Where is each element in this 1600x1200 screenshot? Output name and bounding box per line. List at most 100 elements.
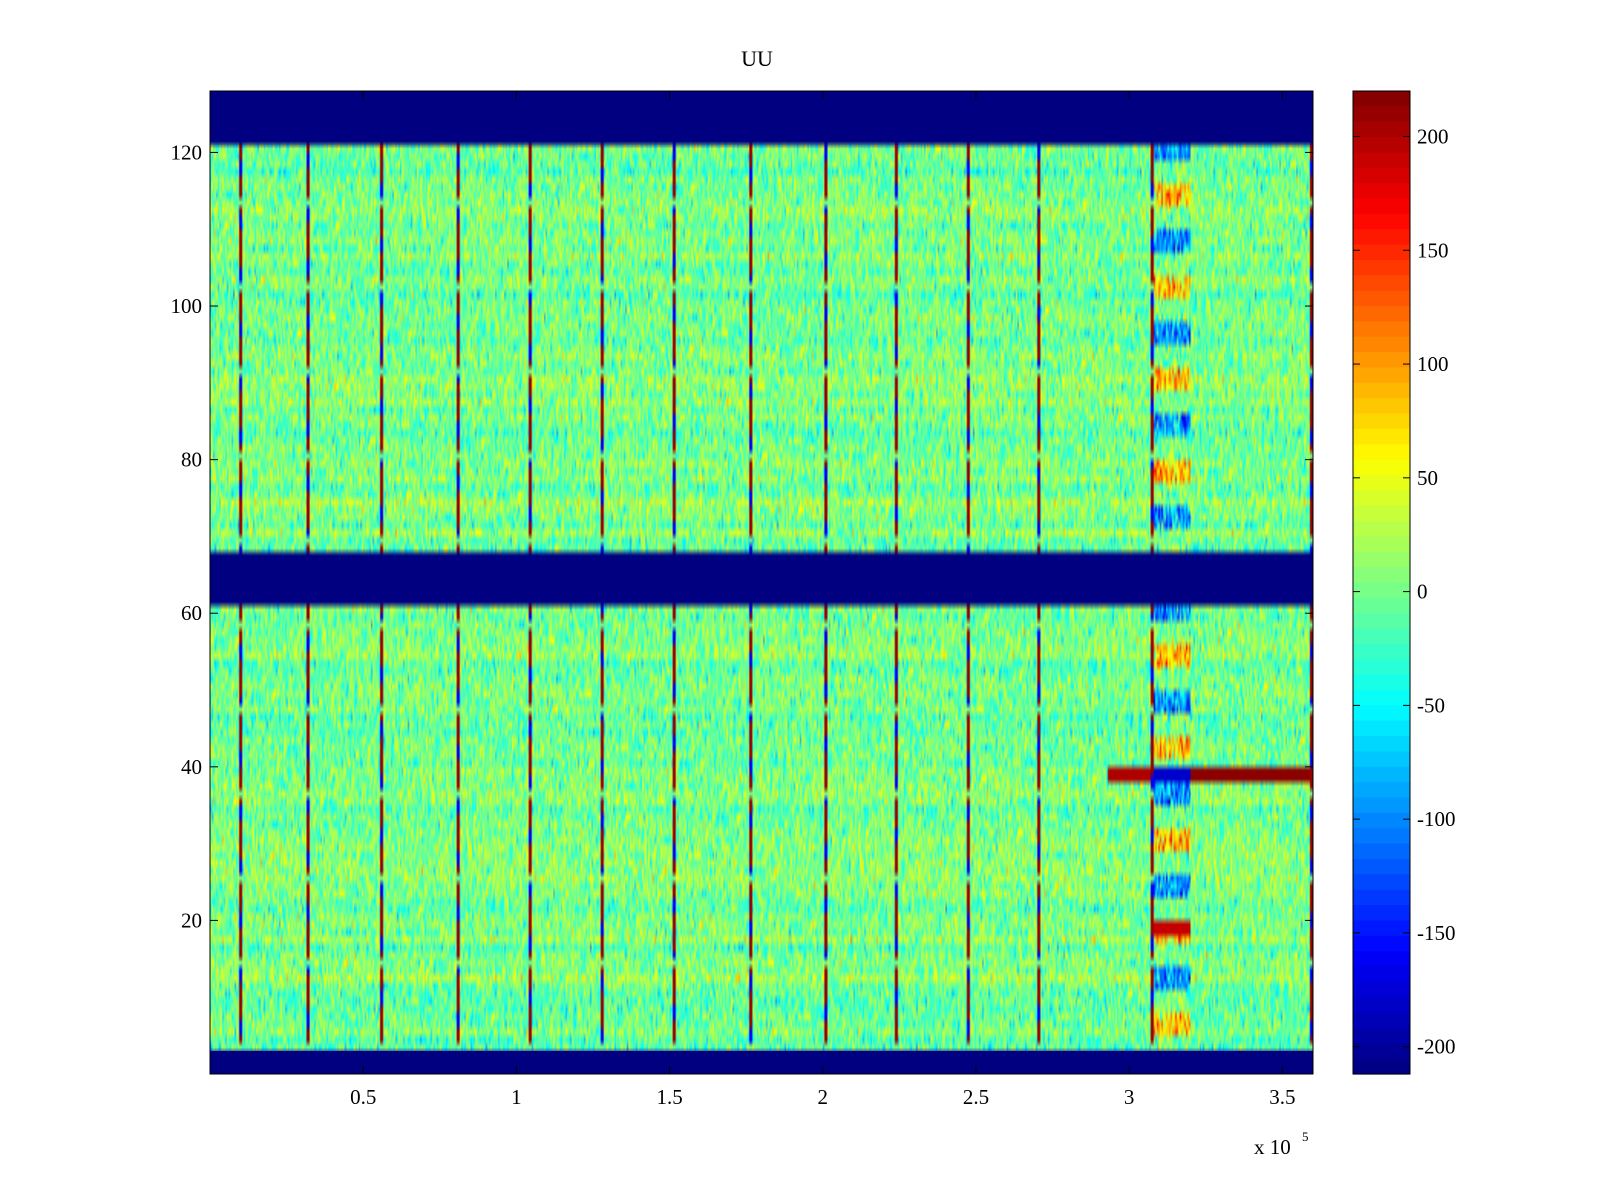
colorbar-band	[1353, 951, 1410, 968]
colorbar-band	[1353, 244, 1410, 261]
y-tick-label: 120	[171, 140, 203, 164]
colorbar-tick-label: -200	[1417, 1035, 1456, 1059]
colorbar-gradient	[1353, 91, 1410, 1075]
colorbar-band	[1353, 597, 1410, 614]
colorbar-band	[1353, 474, 1410, 491]
y-tick-label: 40	[181, 755, 202, 779]
colorbar-band	[1353, 981, 1410, 998]
colorbar-tick-label: 200	[1417, 125, 1449, 149]
colorbar-band	[1353, 413, 1410, 430]
colorbar-band	[1353, 858, 1410, 875]
colorbar-band	[1353, 382, 1410, 399]
colorbar-band	[1353, 306, 1410, 322]
colorbar-band	[1353, 275, 1410, 292]
x-exponent-label: x 10	[1254, 1135, 1291, 1159]
masked-band-1	[210, 91, 1313, 141]
x-tick-label: 1.5	[656, 1085, 682, 1109]
colorbar-band	[1353, 920, 1410, 937]
heatmap-plot-area: 0.5 1 1.5 2 2.5 3 3.5 20 40 60 80 100 120 x 10 5	[171, 90, 1314, 1159]
colorbar-band	[1353, 720, 1410, 737]
colorbar-band	[1353, 935, 1410, 952]
colorbar-band	[1353, 352, 1410, 369]
colorbar-band	[1353, 398, 1410, 415]
x-tick-label: 2	[818, 1085, 829, 1109]
colorbar-band	[1353, 643, 1410, 660]
colorbar-band	[1353, 121, 1410, 138]
colorbar-band	[1353, 505, 1410, 522]
colorbar-band	[1353, 551, 1410, 568]
colorbar-band	[1353, 1012, 1410, 1029]
y-tick-label: 80	[181, 448, 202, 472]
colorbar-tick-label: 50	[1417, 466, 1438, 490]
y-axis: 20 40 60 80 100 120	[171, 140, 1313, 932]
colorbar-band	[1353, 889, 1410, 906]
colorbar-band	[1353, 91, 1410, 107]
colorbar-band	[1353, 428, 1410, 445]
colorbar-band	[1353, 997, 1410, 1014]
y-tick-label: 20	[181, 908, 202, 932]
colorbar-band	[1353, 490, 1410, 507]
colorbar-band	[1353, 659, 1410, 676]
colorbar-band	[1353, 290, 1410, 307]
x-tick-label: 1	[511, 1085, 522, 1109]
y-tick-label: 60	[181, 601, 202, 625]
colorbar-band	[1353, 229, 1410, 246]
colorbar-band	[1353, 367, 1410, 384]
colorbar-band	[1353, 137, 1410, 154]
x-exponent-power: 5	[1302, 1129, 1309, 1144]
colorbar-band	[1353, 167, 1410, 184]
colorbar-band	[1353, 183, 1410, 200]
colorbar-band	[1353, 874, 1410, 891]
y-tick-label: 100	[171, 294, 203, 318]
masked-row-bands	[210, 91, 1313, 1074]
colorbar-tick-label: -50	[1417, 693, 1445, 717]
colorbar-band	[1353, 198, 1410, 215]
colorbar-band	[1353, 459, 1410, 476]
colorbar-band	[1353, 536, 1410, 553]
colorbar-band	[1353, 152, 1410, 169]
colorbar-band	[1353, 1058, 1410, 1075]
colorbar-band	[1353, 905, 1410, 922]
colorbar-tick-label: 0	[1417, 580, 1428, 604]
colorbar-band	[1353, 797, 1410, 814]
x-tick-label: 3.5	[1269, 1085, 1295, 1109]
colorbar-band	[1353, 966, 1410, 983]
colorbar-band	[1353, 751, 1410, 768]
plot-frame	[209, 90, 1314, 1075]
colorbar: 200 150 100 50 0 -50 -100 -150 -200	[1352, 90, 1456, 1075]
colorbar-band	[1353, 213, 1410, 230]
colorbar-band	[1353, 1043, 1410, 1060]
colorbar-band	[1353, 628, 1410, 645]
colorbar-tick-label: 150	[1417, 238, 1449, 262]
masked-band-3	[210, 1050, 1313, 1074]
colorbar-band	[1353, 259, 1410, 276]
chart-title: UU	[741, 46, 773, 71]
colorbar-frame	[1352, 90, 1411, 1075]
colorbar-band	[1353, 613, 1410, 630]
colorbar-band	[1353, 674, 1410, 691]
colorbar-band	[1353, 690, 1410, 706]
colorbar-band	[1353, 444, 1410, 461]
x-axis: 0.5 1 1.5 2 2.5 3 3.5	[350, 91, 1295, 1109]
colorbar-axis: 200 150 100 50 0 -50 -100 -150 -200	[1353, 125, 1456, 1059]
colorbar-band	[1353, 736, 1410, 753]
colorbar-band	[1353, 582, 1410, 599]
colorbar-band	[1353, 567, 1410, 584]
colorbar-band	[1353, 106, 1410, 123]
x-tick-label: 3	[1124, 1085, 1135, 1109]
colorbar-band	[1353, 812, 1410, 829]
x-tick-label: 2.5	[963, 1085, 989, 1109]
colorbar-band	[1353, 705, 1410, 722]
masked-band-2	[210, 555, 1313, 602]
colorbar-band	[1353, 321, 1410, 338]
colorbar-band	[1353, 828, 1410, 845]
colorbar-band	[1353, 1027, 1410, 1044]
colorbar-tick-label: -100	[1417, 807, 1456, 831]
colorbar-band	[1353, 843, 1410, 860]
colorbar-tick-label: 100	[1417, 352, 1449, 376]
colorbar-band	[1353, 782, 1410, 799]
x-tick-label: 0.5	[350, 1085, 376, 1109]
colorbar-tick-label: -150	[1417, 921, 1456, 945]
colorbar-band	[1353, 336, 1410, 353]
